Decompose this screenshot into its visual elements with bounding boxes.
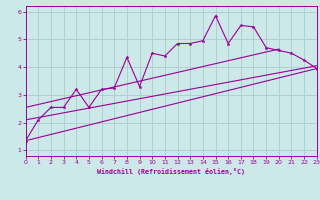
Point	[36, 118, 41, 121]
Point	[23, 139, 28, 142]
Point	[264, 46, 269, 49]
Point	[124, 56, 130, 59]
Point	[112, 86, 117, 90]
Point	[289, 52, 294, 55]
Point	[150, 52, 155, 55]
Point	[226, 42, 231, 45]
Point	[314, 67, 319, 70]
Point	[48, 106, 53, 109]
Point	[99, 88, 104, 91]
Point	[238, 24, 244, 27]
Point	[137, 85, 142, 88]
Point	[251, 25, 256, 28]
Point	[74, 88, 79, 91]
Point	[301, 59, 307, 62]
Point	[276, 49, 281, 52]
X-axis label: Windchill (Refroidissement éolien,°C): Windchill (Refroidissement éolien,°C)	[97, 168, 245, 175]
Point	[213, 14, 218, 17]
Point	[86, 106, 92, 109]
Point	[175, 42, 180, 45]
Point	[188, 42, 193, 45]
Point	[200, 39, 205, 42]
Point	[162, 54, 167, 58]
Point	[61, 106, 66, 109]
